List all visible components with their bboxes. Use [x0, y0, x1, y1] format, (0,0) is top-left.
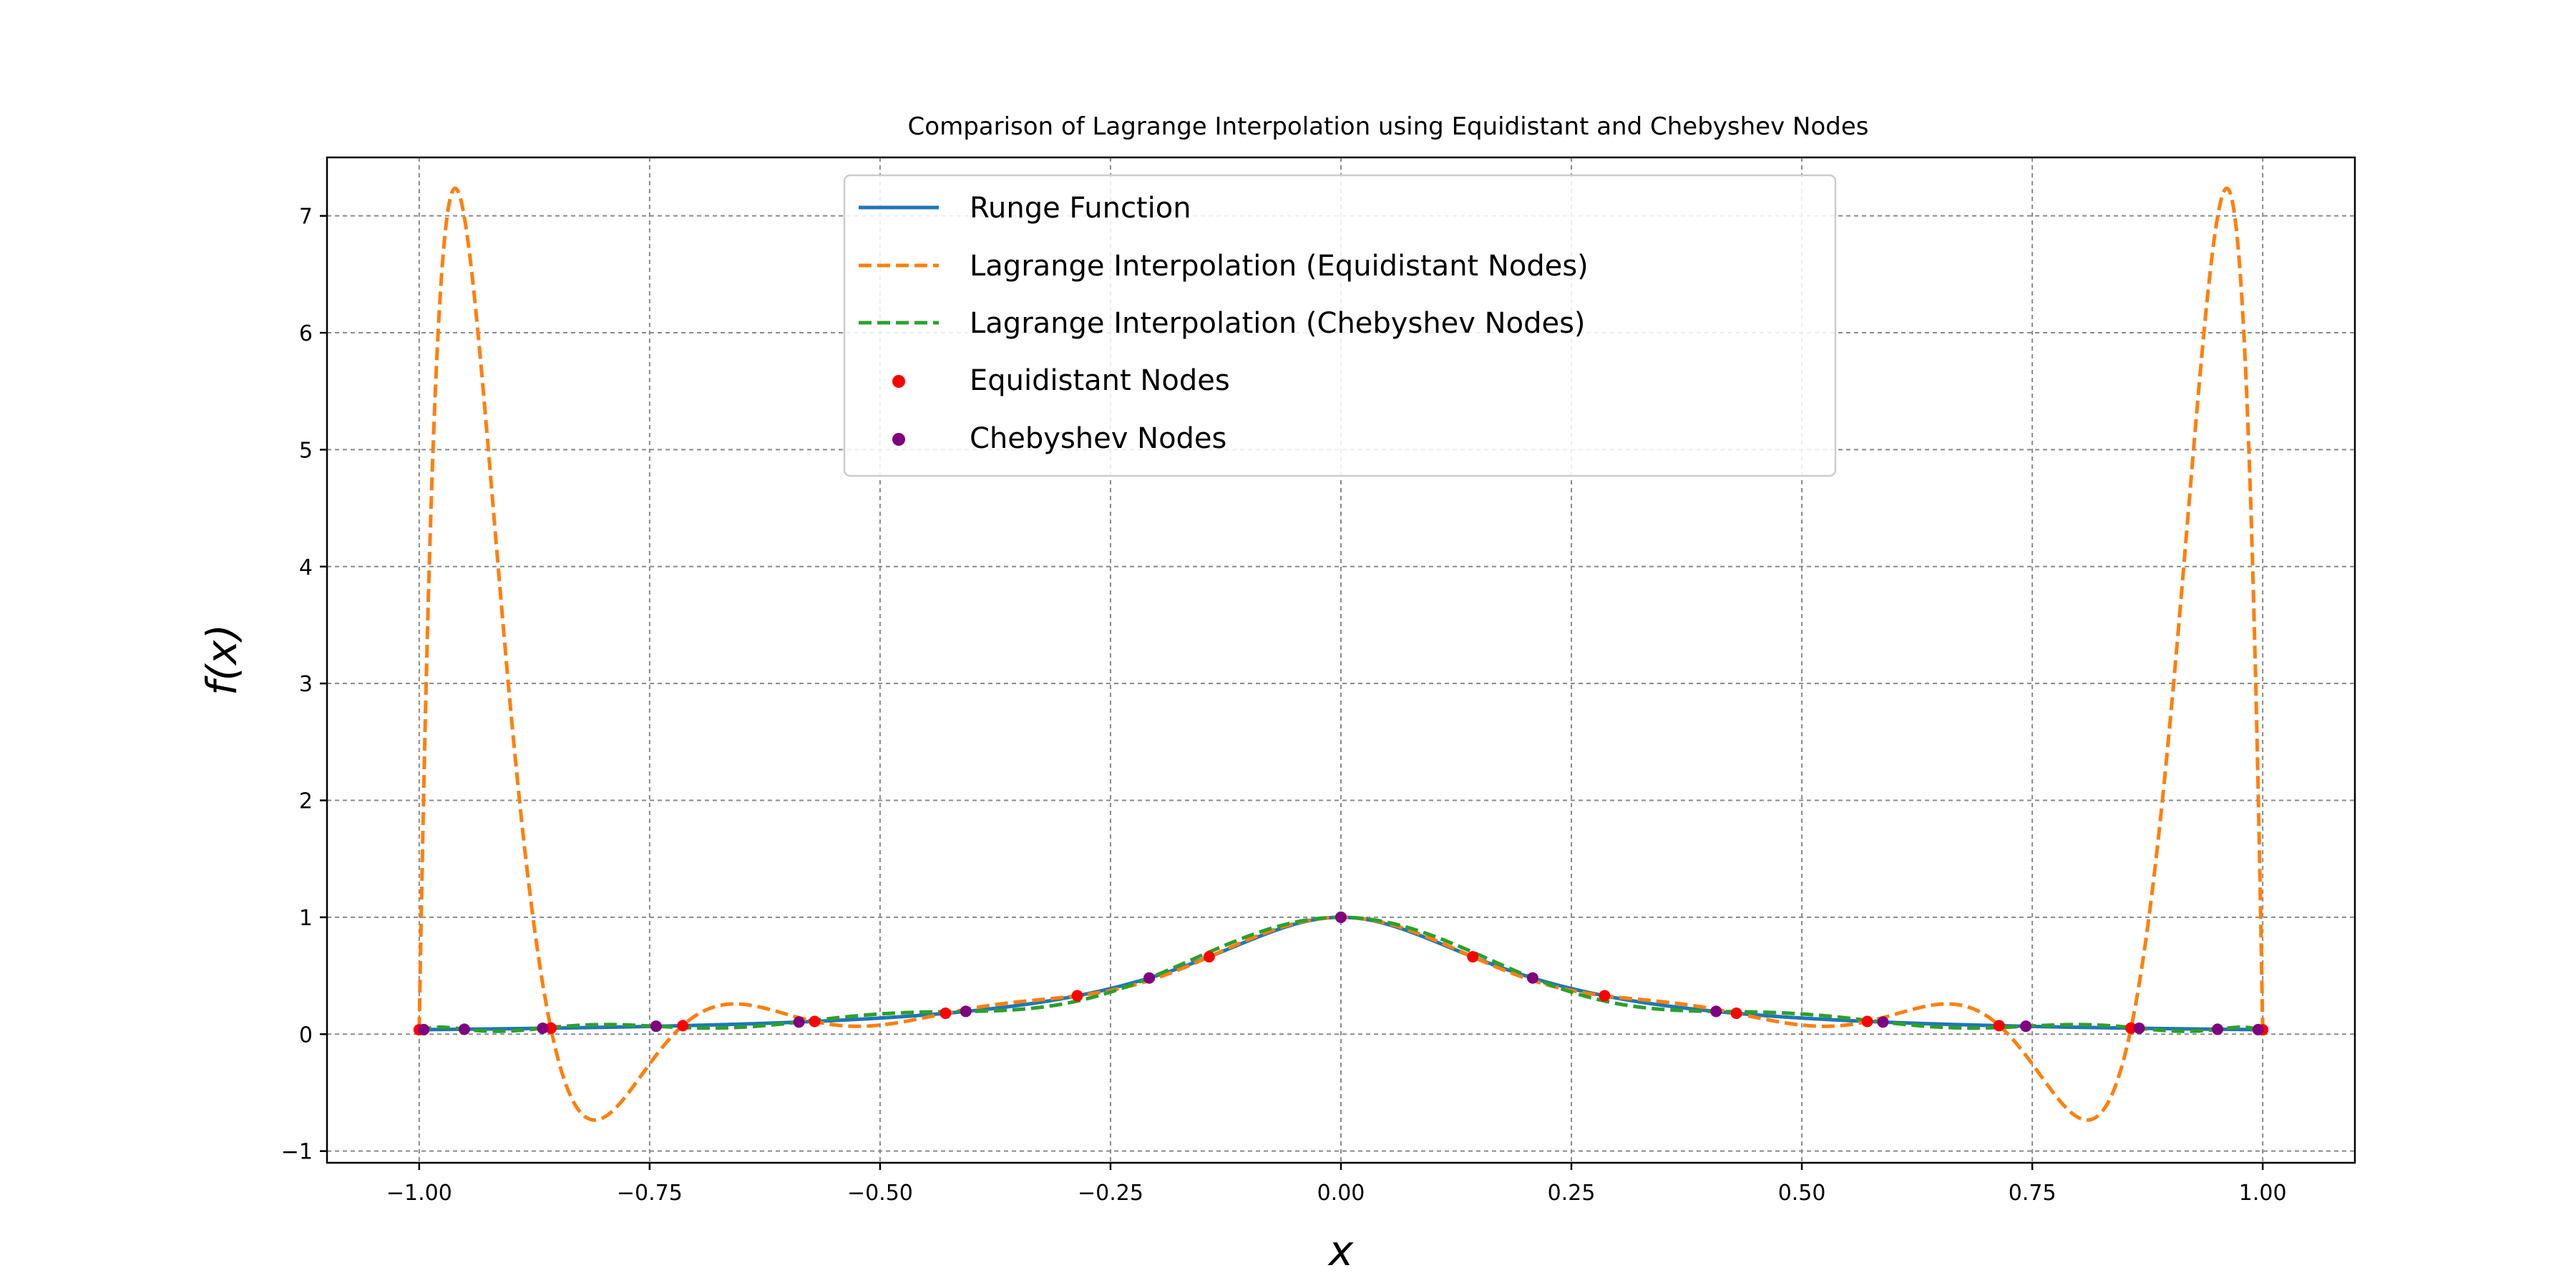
legend-equidistant-line-label: Lagrange Interpolation (Equidistant Node… [970, 250, 1589, 283]
plot-markers [413, 911, 2269, 1036]
chebyshev-node-point [458, 1023, 470, 1035]
chebyshev-node-point [2133, 1022, 2145, 1034]
y-tick-label: 4 [299, 555, 313, 580]
x-tick-label: −0.50 [847, 1181, 913, 1206]
chebyshev-node-point [2020, 1020, 2032, 1033]
equidistant-node-point [1861, 1015, 1873, 1028]
legend-chebyshev-nodes-label: Chebyshev Nodes [970, 422, 1226, 455]
y-tick-label: −1 [281, 1140, 313, 1165]
chebyshev-node-point [537, 1022, 549, 1034]
chebyshev-node-point [1143, 972, 1156, 984]
legend-chebyshev-nodes-swatch [892, 433, 905, 446]
chebyshev-node-point [1710, 1005, 1722, 1018]
equidistant-node-point [1599, 990, 1611, 1002]
equidistant-node-point [2124, 1022, 2137, 1034]
equidistant-node-point [1071, 990, 1083, 1002]
equidistant-node-point [677, 1020, 689, 1032]
equidistant-node-point [809, 1015, 821, 1028]
equidistant-node-point [1730, 1008, 1742, 1020]
equidistant-node-point [940, 1008, 952, 1020]
y-axis-label: f(x) [197, 624, 246, 696]
chebyshev-node-point [1335, 911, 1347, 923]
x-tick-label: 0.25 [1548, 1181, 1596, 1206]
y-tick-label: 3 [299, 672, 313, 697]
chebyshev-node-point [418, 1023, 430, 1035]
x-tick-label: −0.25 [1078, 1181, 1143, 1206]
chebyshev-node-point [1526, 972, 1538, 984]
chart-title: Comparison of Lagrange Interpolation usi… [908, 112, 1869, 141]
x-axis-ticks: −1.00 −0.75 −0.50 −0.25 0.00 0.25 0.50 0.75 1.00 [386, 1163, 2287, 1206]
chebyshev-node-point [2252, 1023, 2264, 1035]
equidistant-node-point [1203, 951, 1215, 963]
y-tick-label: 6 [299, 321, 313, 346]
legend-equidistant-nodes-label: Equidistant Nodes [970, 364, 1230, 397]
y-axis-ticks: −1 0 1 2 3 4 5 6 7 [281, 205, 327, 1165]
equidistant-node-point [1467, 951, 1479, 963]
equidistant-node-point [545, 1022, 557, 1034]
legend: Runge Function Lagrange Interpolation (Eq… [843, 174, 1837, 477]
x-axis-label: x [1327, 1226, 1354, 1275]
chebyshev-node-point [960, 1005, 972, 1018]
chebyshev-node-point [2212, 1023, 2224, 1035]
y-tick-label: 0 [299, 1023, 313, 1048]
equidistant-node-point [1993, 1020, 2005, 1032]
x-tick-label: 0.75 [2009, 1181, 2057, 1206]
legend-box [843, 174, 1837, 477]
chebyshev-node-point [1877, 1016, 1889, 1028]
y-tick-label: 5 [299, 438, 313, 463]
x-tick-label: 0.00 [1317, 1181, 1365, 1206]
runge-function-line [419, 915, 2263, 1032]
x-tick-label: −0.75 [617, 1181, 683, 1206]
legend-runge-label: Runge Function [970, 192, 1191, 225]
chebyshev-node-point [650, 1020, 662, 1033]
x-tick-label: −1.00 [386, 1181, 452, 1206]
x-tick-label: 0.50 [1778, 1181, 1826, 1206]
y-tick-label: 2 [299, 789, 313, 814]
x-tick-label: 1.00 [2239, 1181, 2287, 1206]
legend-chebyshev-line-label: Lagrange Interpolation (Chebyshev Nodes) [970, 307, 1586, 340]
chebyshev-node-point [793, 1016, 805, 1028]
y-tick-label: 1 [299, 906, 313, 931]
y-tick-label: 7 [299, 205, 313, 230]
legend-equidistant-nodes-swatch [892, 375, 905, 388]
